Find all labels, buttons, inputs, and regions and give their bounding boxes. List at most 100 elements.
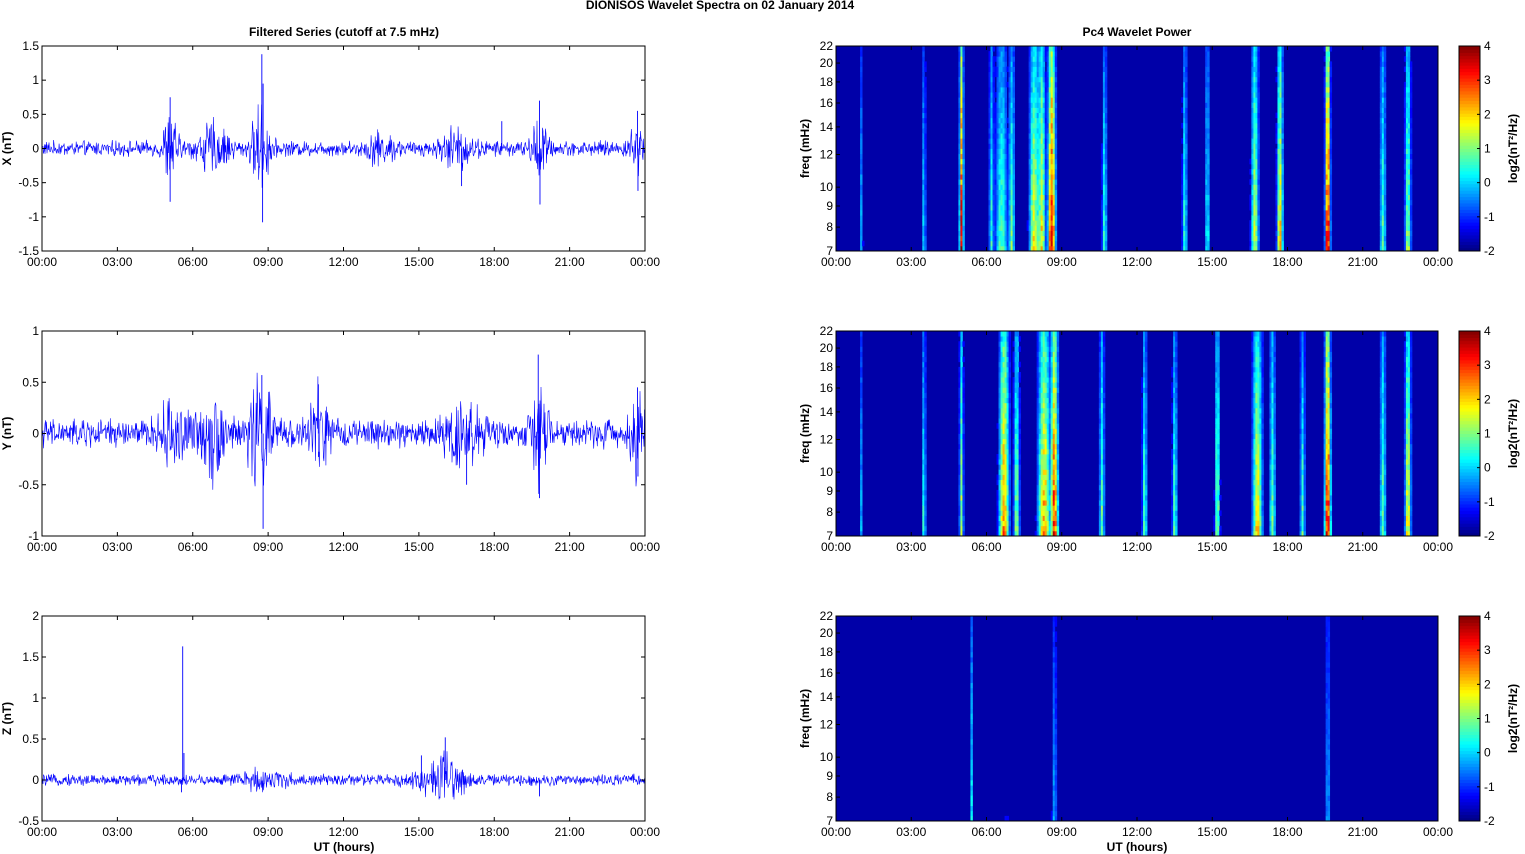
power-cell <box>1143 428 1146 434</box>
power-cell <box>1269 464 1272 470</box>
power-cell <box>1104 158 1108 165</box>
power-cell <box>1048 66 1052 73</box>
power-cell <box>988 158 991 165</box>
power-cell <box>1012 438 1015 445</box>
power-cell <box>1329 194 1333 201</box>
power-cell <box>1217 377 1220 383</box>
power-cell <box>1205 46 1208 52</box>
power-cell <box>1327 61 1331 67</box>
power-cell <box>1327 189 1331 196</box>
power-cell <box>1048 117 1052 124</box>
power-cell <box>1303 397 1306 404</box>
power-cell <box>988 51 991 57</box>
power-cell <box>1257 372 1260 378</box>
ts-xtick-label: 21:00 <box>555 540 585 554</box>
power-cell <box>1038 122 1042 129</box>
power-cell <box>1383 230 1387 237</box>
power-cell <box>962 56 965 62</box>
power-cell <box>1329 117 1333 124</box>
power-cell <box>962 61 965 67</box>
power-cell <box>1004 489 1007 496</box>
power-cell <box>1303 428 1306 434</box>
power-cell <box>922 122 925 129</box>
power-cell <box>1379 413 1383 419</box>
power-cell <box>1040 530 1044 537</box>
power-cell <box>1102 235 1106 242</box>
power-cell <box>1141 433 1144 440</box>
power-cell <box>1036 122 1040 129</box>
power-cell <box>1205 71 1208 78</box>
power-cell <box>1016 520 1020 527</box>
power-cell <box>1383 331 1387 337</box>
power-cell <box>1052 505 1056 511</box>
power-cell <box>1008 361 1011 368</box>
power-cell <box>1181 235 1184 242</box>
power-cell <box>1251 210 1254 216</box>
power-cell <box>1383 433 1387 440</box>
power-cell <box>1253 366 1256 373</box>
power-cell <box>1249 194 1252 201</box>
power-cell <box>1102 61 1106 67</box>
power-cell <box>860 169 863 175</box>
power-cell <box>992 194 995 201</box>
power-cell <box>1054 474 1058 481</box>
power-cell <box>1040 489 1044 496</box>
power-cell <box>922 484 925 491</box>
power-cell <box>1002 133 1005 139</box>
power-cell <box>1050 97 1054 103</box>
power-cell <box>1325 107 1329 114</box>
power-cell <box>860 138 863 144</box>
power-cell <box>1325 336 1329 342</box>
power-cell <box>1273 525 1276 532</box>
power-cell <box>1002 469 1005 475</box>
power-cell <box>1273 448 1276 455</box>
power-cell <box>922 407 925 414</box>
power-cell <box>1323 87 1327 93</box>
power-cell <box>1383 387 1387 393</box>
power-cell <box>860 474 863 481</box>
power-cell <box>1271 346 1274 352</box>
power-cell <box>1381 235 1385 242</box>
power-cell <box>1102 382 1106 388</box>
power-cell <box>1141 495 1144 501</box>
freq-tick-label: 14 <box>820 120 834 134</box>
power-cell <box>1145 520 1148 527</box>
power-cell <box>1323 138 1327 144</box>
power-cell <box>1175 500 1178 506</box>
power-cell <box>1275 138 1278 144</box>
power-cell <box>1405 92 1409 98</box>
power-cell <box>1044 169 1048 175</box>
power-cell <box>1253 331 1256 337</box>
power-cell <box>1036 346 1040 352</box>
power-cell <box>1044 351 1048 358</box>
power-cell <box>1405 377 1409 383</box>
power-cell <box>1044 107 1048 114</box>
power-cell <box>1038 81 1042 88</box>
power-cell <box>1403 448 1407 455</box>
power-cell <box>1046 346 1050 352</box>
power-cell <box>1028 117 1032 124</box>
power-cell <box>1032 179 1036 185</box>
power-cell <box>1098 438 1102 445</box>
power-cell <box>1405 112 1409 119</box>
power-cell <box>1100 199 1104 206</box>
power-cell <box>1004 418 1007 424</box>
power-cell <box>1102 143 1106 149</box>
power-cell <box>1008 102 1011 108</box>
power-cell <box>1004 443 1007 450</box>
power-cell <box>1046 163 1050 170</box>
power-cell <box>1325 169 1329 175</box>
power-cell <box>962 117 965 124</box>
power-cell <box>1205 179 1208 185</box>
power-cell <box>1217 413 1220 419</box>
power-cell <box>1217 464 1220 470</box>
power-cell <box>1000 245 1003 252</box>
power-cell <box>1251 366 1254 373</box>
power-cell <box>1046 448 1050 455</box>
power-cell <box>1018 377 1022 383</box>
power-cell <box>1325 387 1329 393</box>
power-cell <box>1000 122 1003 129</box>
power-cell <box>1042 128 1046 134</box>
power-cell <box>1405 143 1409 149</box>
power-cell <box>1327 423 1331 429</box>
